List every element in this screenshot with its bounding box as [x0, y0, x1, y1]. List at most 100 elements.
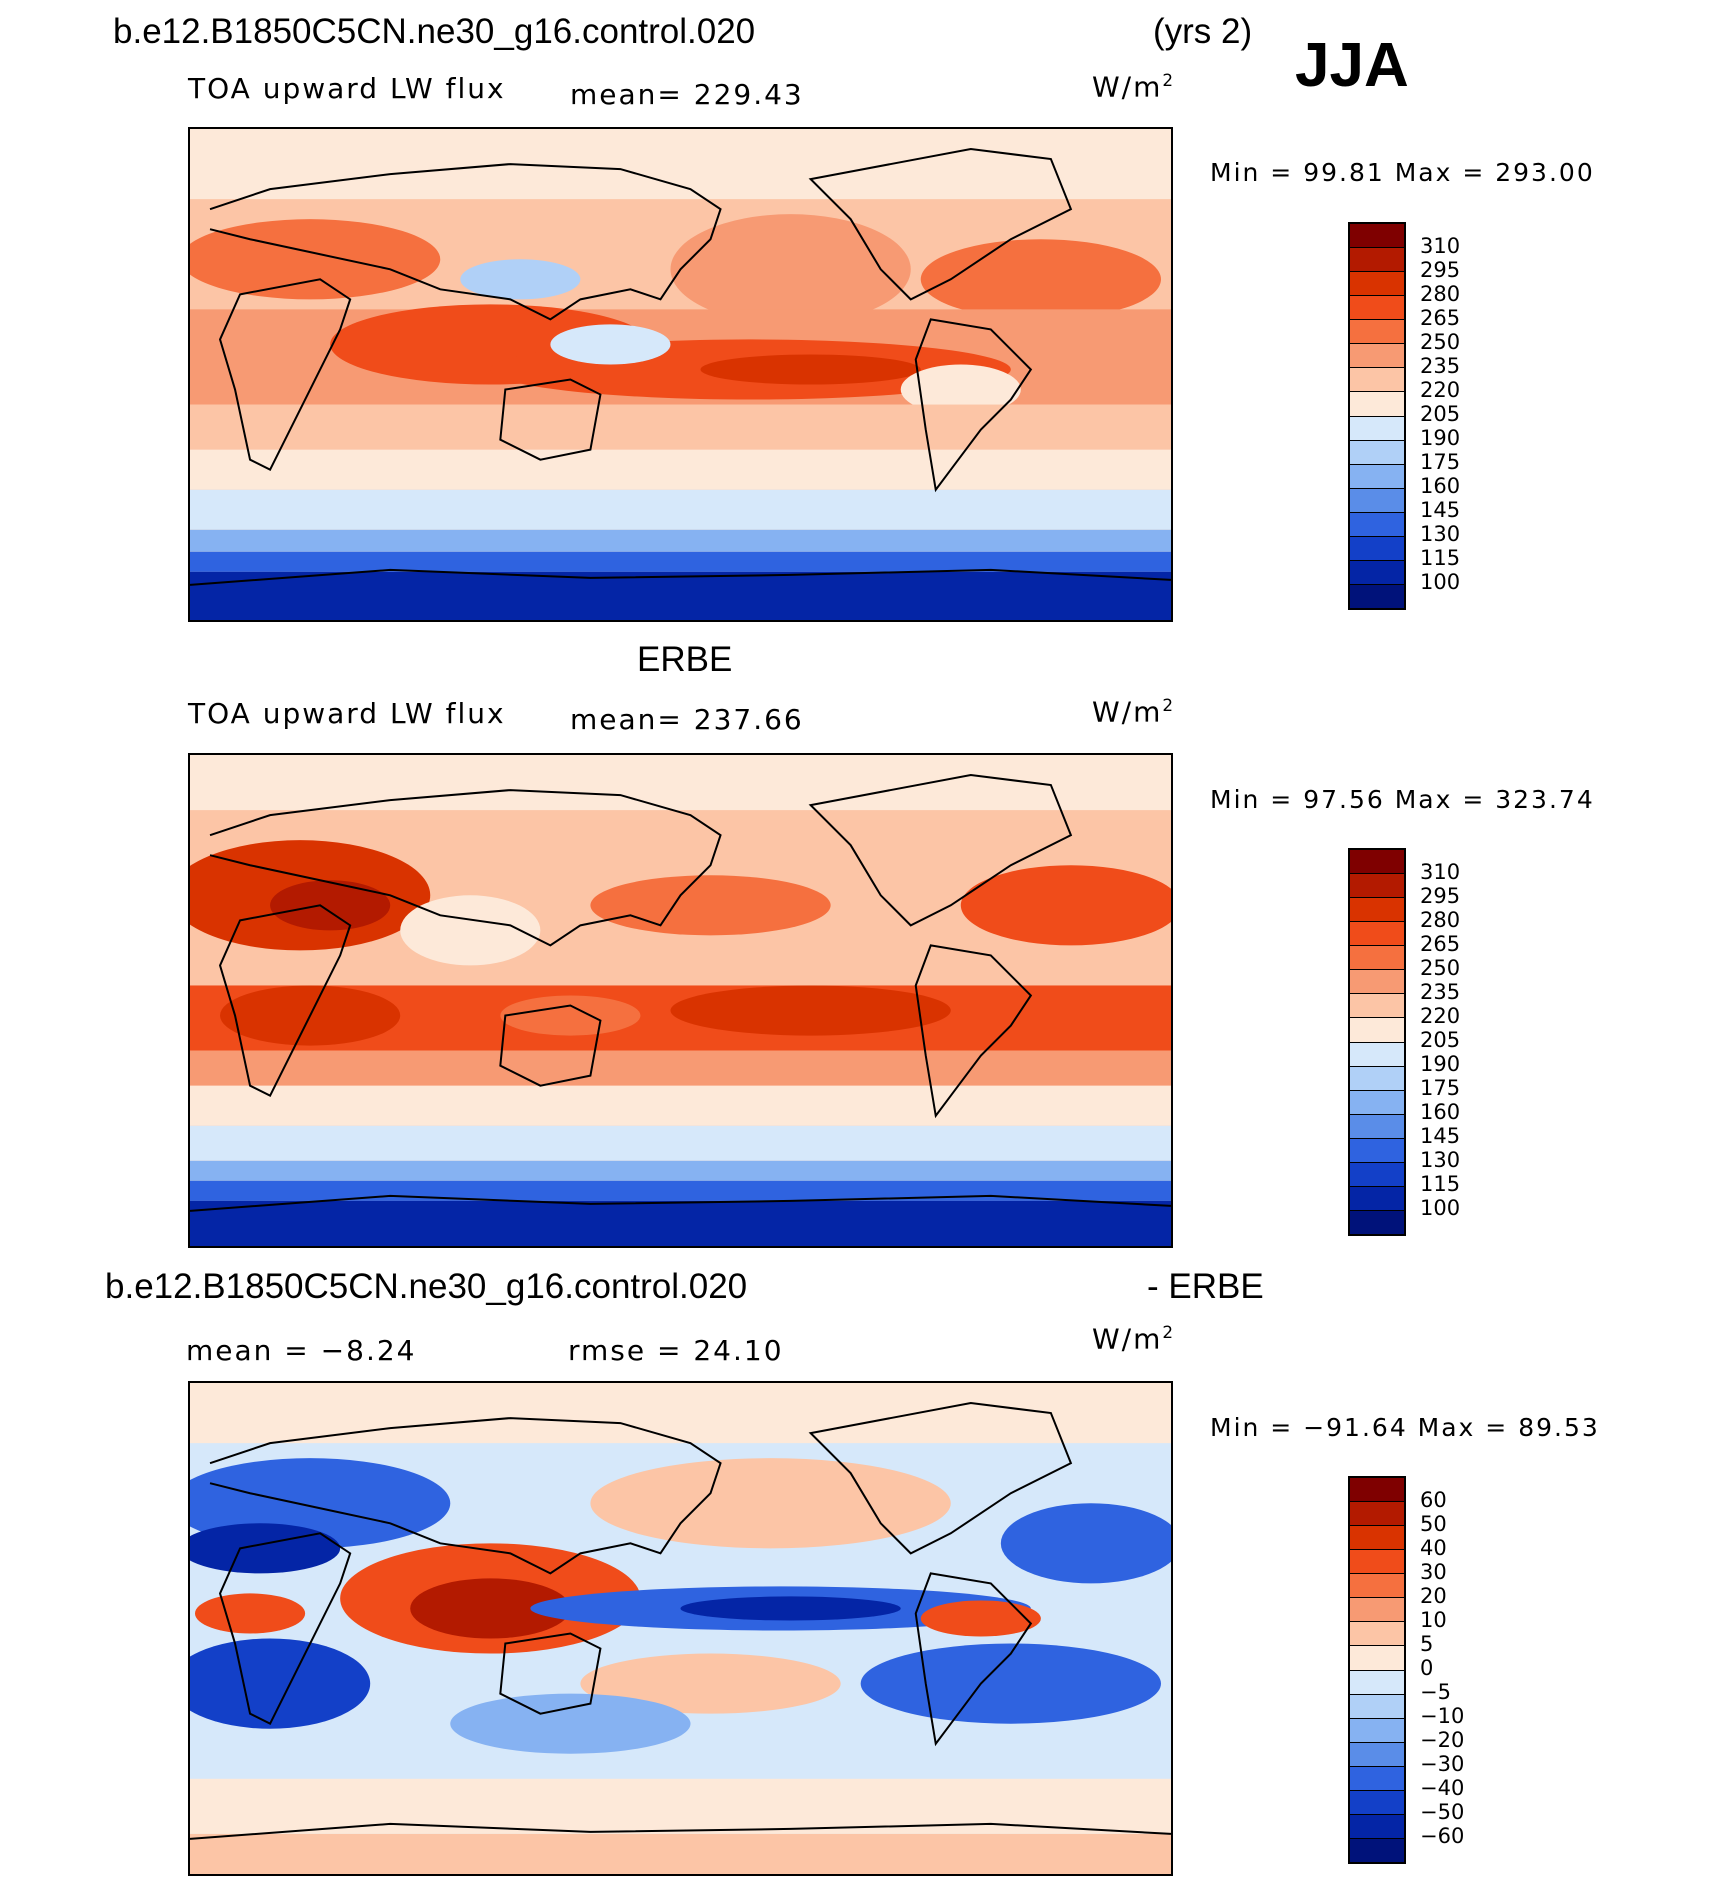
colorbar-label: 100: [1420, 570, 1461, 594]
colorbar-label: 280: [1420, 908, 1461, 932]
panel2-variable: TOA upward LW flux: [188, 697, 506, 730]
colorbar-label: 5: [1420, 1632, 1434, 1656]
colorbar-label: −30: [1420, 1752, 1465, 1776]
colorbar-swatch: [1350, 392, 1404, 417]
colorbar-swatch: [1350, 1210, 1404, 1234]
colorbar-label: 310: [1420, 860, 1461, 884]
colorbar-label: 20: [1420, 1584, 1447, 1608]
colorbar-swatch: [1350, 344, 1404, 369]
panel2-title: ERBE: [637, 640, 733, 679]
season-label: JJA: [1295, 31, 1409, 100]
colorbar-swatch: [1350, 272, 1404, 297]
colorbar-swatch: [1350, 970, 1404, 995]
colorbar-label: 220: [1420, 1004, 1461, 1028]
colorbar-swatch: [1350, 1502, 1404, 1527]
colorbar-label: 50: [1420, 1512, 1447, 1536]
colorbar-label: 175: [1420, 1076, 1461, 1100]
colorbar-label: 235: [1420, 354, 1461, 378]
panel3-title: b.e12.B1850C5CN.ne30_g16.control.020: [105, 1267, 748, 1306]
colorbar-label: 280: [1420, 282, 1461, 306]
colorbar-swatch: [1350, 922, 1404, 947]
colorbar-label: 40: [1420, 1536, 1447, 1560]
colorbar-swatch: [1350, 898, 1404, 923]
colorbar-swatch: [1350, 1550, 1404, 1575]
years-label: (yrs 2): [1153, 12, 1253, 51]
colorbar-swatch: [1350, 1526, 1404, 1551]
colorbar-swatch: [1350, 1670, 1404, 1695]
colorbar-swatch: [1350, 1646, 1404, 1671]
colorbar-swatch: [1350, 1114, 1404, 1139]
panel3-mean: mean = −8.24: [186, 1334, 417, 1367]
colorbar-swatch: [1350, 874, 1404, 899]
colorbar-swatch: [1350, 416, 1404, 441]
colorbar-label: 265: [1420, 932, 1461, 956]
colorbar-label: 205: [1420, 402, 1461, 426]
colorbar-swatch: [1350, 464, 1404, 489]
panel1-map: [188, 127, 1173, 622]
colorbar-label: 310: [1420, 234, 1461, 258]
colorbar-swatch: [1350, 1186, 1404, 1211]
colorbar-label: 160: [1420, 474, 1461, 498]
panel2-map-svg: [190, 755, 1171, 1246]
colorbar-swatch: [1350, 1622, 1404, 1647]
panel3-map: [188, 1381, 1173, 1876]
colorbar-label: 60: [1420, 1488, 1447, 1512]
panel2-coastlines: [190, 774, 1171, 1212]
colorbar-label: 205: [1420, 1028, 1461, 1052]
colorbar-swatch: [1350, 512, 1404, 537]
colorbar-label: 190: [1420, 426, 1461, 450]
colorbar-swatch: [1350, 248, 1404, 273]
colorbar-swatch: [1350, 1694, 1404, 1719]
colorbar-swatch: [1350, 1162, 1404, 1187]
panel3-title-suffix: - ERBE: [1147, 1267, 1264, 1306]
colorbar-label: 130: [1420, 522, 1461, 546]
colorbar-label: 115: [1420, 546, 1461, 570]
colorbar-label: 295: [1420, 258, 1461, 282]
colorbar-swatch: [1350, 560, 1404, 585]
colorbar-label: 250: [1420, 956, 1461, 980]
colorbar-swatch: [1350, 1090, 1404, 1115]
colorbar-label: 100: [1420, 1196, 1461, 1220]
colorbar-swatch: [1350, 1574, 1404, 1599]
colorbar-label: 265: [1420, 306, 1461, 330]
colorbar-swatch: [1350, 440, 1404, 465]
colorbar-label: 175: [1420, 450, 1461, 474]
colorbar-swatch: [1350, 994, 1404, 1019]
colorbar-swatch: [1350, 296, 1404, 321]
colorbar-label: 145: [1420, 1124, 1461, 1148]
colorbar-swatch: [1350, 224, 1404, 249]
panel1-minmax: Min = 99.81 Max = 293.00: [1210, 158, 1595, 187]
panel3-rmse: rmse = 24.10: [568, 1334, 784, 1367]
panel3-minmax: Min = −91.64 Max = 89.53: [1210, 1413, 1600, 1442]
colorbar-swatch: [1350, 946, 1404, 971]
colorbar-swatch: [1350, 850, 1404, 875]
colorbar-swatch: [1350, 1838, 1404, 1862]
colorbar-swatch: [1350, 320, 1404, 345]
colorbar-label: 145: [1420, 498, 1461, 522]
colorbar-swatch: [1350, 1042, 1404, 1067]
colorbar-swatch: [1350, 1138, 1404, 1163]
colorbar-swatch: [1350, 1718, 1404, 1743]
colorbar-label: 115: [1420, 1172, 1461, 1196]
colorbar-swatch: [1350, 1018, 1404, 1043]
panel2-units: W/m2: [1092, 695, 1176, 729]
colorbar-swatch: [1350, 1478, 1404, 1503]
colorbar-swatch: [1350, 1742, 1404, 1767]
colorbar-label: 235: [1420, 980, 1461, 1004]
panel3-units: W/m2: [1092, 1322, 1176, 1356]
panel2-map: [188, 753, 1173, 1248]
panel2-minmax: Min = 97.56 Max = 323.74: [1210, 785, 1595, 814]
panel3-colorbar: [1348, 1476, 1406, 1864]
panel1-units: W/m2: [1092, 70, 1176, 104]
colorbar-label: 10: [1420, 1608, 1447, 1632]
colorbar-label: 295: [1420, 884, 1461, 908]
colorbar-label: −10: [1420, 1704, 1465, 1728]
colorbar-label: −60: [1420, 1824, 1465, 1848]
colorbar-swatch: [1350, 1814, 1404, 1839]
colorbar-swatch: [1350, 1790, 1404, 1815]
colorbar-swatch: [1350, 536, 1404, 561]
colorbar-label: −5: [1420, 1680, 1451, 1704]
colorbar-label: 160: [1420, 1100, 1461, 1124]
panel1-mean: mean= 229.43: [570, 78, 804, 111]
colorbar-swatch: [1350, 368, 1404, 393]
